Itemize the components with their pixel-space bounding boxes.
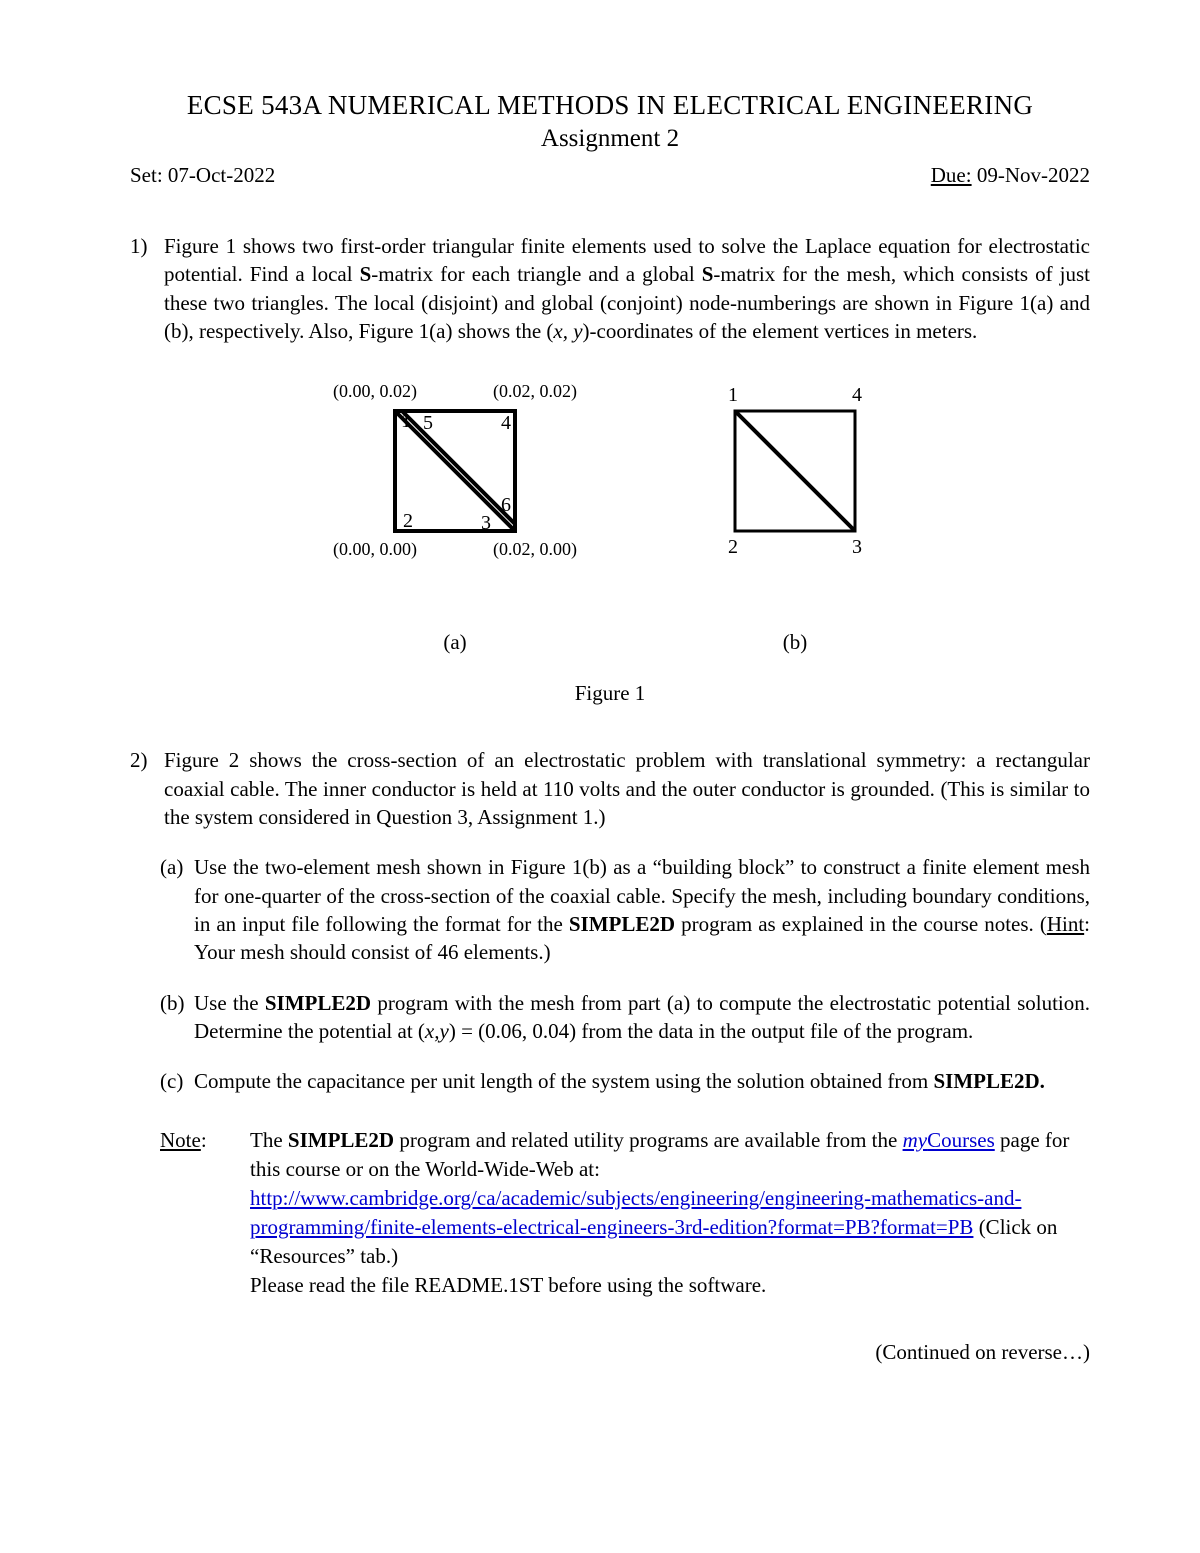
- due-label: Due:: [931, 163, 972, 187]
- coord-tl: (0.00, 0.02): [333, 381, 417, 402]
- q1-xy: x, y: [553, 319, 582, 343]
- q2b-body: Use the SIMPLE2D program with the mesh f…: [194, 989, 1090, 1046]
- figure-1a: (0.00, 0.02) (0.02, 0.02) 1 5 4 2 3 6 (0…: [325, 381, 585, 655]
- continued-label: (Continued on reverse…): [130, 1340, 1090, 1365]
- q2a-body: Use the two-element mesh shown in Figure…: [194, 853, 1090, 966]
- q1-body: Figure 1 shows two first-order triangula…: [164, 232, 1090, 345]
- q1-t2: -matrix for each triangle and a global: [371, 262, 701, 286]
- fig1b-n2: 2: [728, 536, 738, 558]
- note-t2: program and related utility programs are…: [394, 1128, 902, 1152]
- fig1b-n3: 3: [852, 536, 862, 558]
- set-date: Set: 07-Oct-2022: [130, 163, 275, 188]
- fig1a-n1: 1: [401, 410, 411, 432]
- q2a-t2: program as explained in the course notes…: [675, 912, 1047, 936]
- fig1b-n1: 1: [728, 384, 738, 406]
- q2b-t1: Use the: [194, 991, 265, 1015]
- q1-s2: S: [702, 262, 714, 286]
- fig1a-n3: 3: [481, 512, 491, 534]
- q2c-t1: Compute the capacitance per unit length …: [194, 1069, 934, 1093]
- fig1a-n5: 5: [423, 412, 433, 434]
- note-t1: The: [250, 1128, 288, 1152]
- q2c-number: (c): [160, 1067, 194, 1095]
- note-colon: :: [201, 1128, 207, 1152]
- page-subtitle: Assignment 2: [130, 125, 1090, 153]
- q2a-number: (a): [160, 853, 194, 966]
- q1-number: 1): [130, 232, 164, 345]
- myc-courses: Courses: [927, 1128, 995, 1152]
- figure-1b-label: (b): [695, 630, 895, 655]
- q2a-prog: SIMPLE2D: [569, 912, 675, 936]
- figure-1: (0.00, 0.02) (0.02, 0.02) 1 5 4 2 3 6 (0…: [130, 381, 1090, 706]
- figure-1-caption: Figure 1: [575, 681, 646, 706]
- q2c-prog: SIMPLE2D.: [934, 1069, 1045, 1093]
- date-row: Set: 07-Oct-2022 Due: 09-Nov-2022: [130, 163, 1090, 188]
- q1-s1: S: [360, 262, 372, 286]
- myc-my: my: [903, 1128, 928, 1152]
- fig1b-n4: 4: [852, 384, 862, 406]
- page-title: ECSE 543A NUMERICAL METHODS IN ELECTRICA…: [130, 90, 1090, 121]
- q2a-hint: Hint: [1047, 912, 1084, 936]
- fig1a-n6: 6: [501, 494, 511, 516]
- q2c-body: Compute the capacitance per unit length …: [194, 1067, 1090, 1095]
- q2-intro: Figure 2 shows the cross-section of an e…: [164, 746, 1090, 831]
- note-prog: SIMPLE2D: [288, 1128, 394, 1152]
- cambridge-link[interactable]: http://www.cambridge.org/ca/academic/sub…: [250, 1186, 1021, 1239]
- note-label-col: Note:: [160, 1126, 250, 1300]
- due-value: 09-Nov-2022: [972, 163, 1090, 187]
- fig1a-n4: 4: [501, 412, 511, 434]
- note-body: The SIMPLE2D program and related utility…: [250, 1126, 1090, 1300]
- mycourses-link[interactable]: myCourses: [903, 1128, 995, 1152]
- figure-1a-label: (a): [325, 630, 585, 655]
- coord-bl: (0.00, 0.00): [333, 539, 417, 560]
- q2b-t3: ) = (0.06, 0.04) from the data in the ou…: [449, 1019, 973, 1043]
- q2b-number: (b): [160, 989, 194, 1046]
- q2-number: 2): [130, 746, 164, 831]
- coord-tr: (0.02, 0.02): [493, 381, 577, 402]
- q1-t4: )-coordinates of the element vertices in…: [583, 319, 978, 343]
- due-date: Due: 09-Nov-2022: [931, 163, 1090, 188]
- note-label: Note: [160, 1128, 201, 1152]
- figure-1b: 1 4 2 3 (b): [695, 381, 895, 655]
- q2b-prog: SIMPLE2D: [265, 991, 371, 1015]
- note-t5: Please read the file README.1ST before u…: [250, 1273, 766, 1297]
- q2b-xy: x,y: [425, 1019, 449, 1043]
- coord-br: (0.02, 0.00): [493, 539, 577, 560]
- fig1a-n2: 2: [403, 510, 413, 532]
